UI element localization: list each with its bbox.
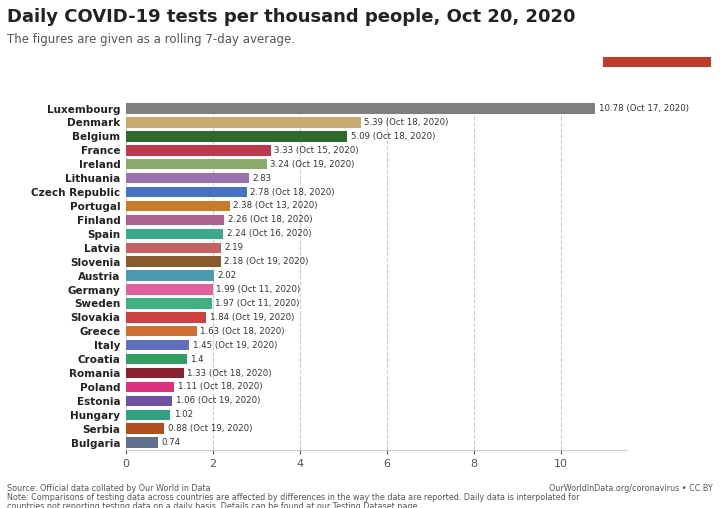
Bar [126, 103, 595, 114]
Text: 3.33 (Oct 15, 2020): 3.33 (Oct 15, 2020) [274, 146, 359, 155]
Bar [126, 173, 249, 183]
Bar [126, 187, 247, 197]
Text: 2.38 (Oct 13, 2020): 2.38 (Oct 13, 2020) [233, 202, 318, 210]
Text: 10.78 (Oct 17, 2020): 10.78 (Oct 17, 2020) [598, 104, 688, 113]
Bar [126, 354, 187, 364]
Text: in Data: in Data [636, 36, 679, 46]
Bar [126, 312, 206, 323]
Text: 1.4: 1.4 [190, 355, 204, 364]
Bar [126, 424, 164, 434]
Text: 1.06 (Oct 19, 2020): 1.06 (Oct 19, 2020) [176, 396, 260, 405]
Bar [126, 284, 212, 295]
Text: 2.18 (Oct 19, 2020): 2.18 (Oct 19, 2020) [225, 257, 309, 266]
Text: 3.24 (Oct 19, 2020): 3.24 (Oct 19, 2020) [271, 160, 355, 169]
Text: The figures are given as a rolling 7-day average.: The figures are given as a rolling 7-day… [7, 33, 295, 46]
Bar [126, 242, 221, 253]
Bar [126, 201, 230, 211]
Bar [126, 340, 189, 351]
Text: 0.88 (Oct 19, 2020): 0.88 (Oct 19, 2020) [168, 424, 252, 433]
Text: 5.39 (Oct 18, 2020): 5.39 (Oct 18, 2020) [364, 118, 449, 127]
Bar [126, 117, 361, 128]
Bar [126, 326, 197, 336]
Text: 5.09 (Oct 18, 2020): 5.09 (Oct 18, 2020) [351, 132, 436, 141]
Bar [126, 298, 212, 309]
Text: 2.83: 2.83 [253, 174, 271, 183]
Text: 2.78 (Oct 18, 2020): 2.78 (Oct 18, 2020) [251, 187, 335, 197]
Text: Note: Comparisons of testing data across countries are affected by differences i: Note: Comparisons of testing data across… [7, 493, 580, 502]
Bar [126, 437, 158, 448]
Bar [126, 257, 221, 267]
Text: 1.33 (Oct 18, 2020): 1.33 (Oct 18, 2020) [187, 368, 272, 377]
Text: 1.11 (Oct 18, 2020): 1.11 (Oct 18, 2020) [178, 383, 262, 392]
Text: countries not reporting testing data on a daily basis. Details can be found at o: countries not reporting testing data on … [7, 502, 420, 508]
Text: 1.97 (Oct 11, 2020): 1.97 (Oct 11, 2020) [215, 299, 300, 308]
Bar [603, 56, 711, 67]
Bar [126, 409, 171, 420]
Text: 1.02: 1.02 [174, 410, 193, 419]
Text: Source: Official data collated by Our World in Data: Source: Official data collated by Our Wo… [7, 484, 211, 493]
Text: 2.24 (Oct 16, 2020): 2.24 (Oct 16, 2020) [227, 229, 312, 238]
Text: OurWorldInData.org/coronavirus • CC BY: OurWorldInData.org/coronavirus • CC BY [549, 484, 713, 493]
Bar [126, 229, 223, 239]
Bar [126, 145, 271, 155]
Text: 2.19: 2.19 [225, 243, 244, 252]
Bar [126, 368, 184, 378]
Bar [126, 270, 214, 281]
Bar [126, 131, 348, 142]
Text: Daily COVID-19 tests per thousand people, Oct 20, 2020: Daily COVID-19 tests per thousand people… [7, 8, 576, 25]
Bar [126, 396, 172, 406]
Bar [126, 215, 225, 225]
Text: 2.02: 2.02 [217, 271, 236, 280]
Text: 1.45 (Oct 19, 2020): 1.45 (Oct 19, 2020) [192, 341, 277, 350]
Text: 1.63 (Oct 18, 2020): 1.63 (Oct 18, 2020) [200, 327, 285, 336]
Bar [126, 159, 267, 170]
Text: 2.26 (Oct 18, 2020): 2.26 (Oct 18, 2020) [228, 215, 312, 225]
Text: 1.84 (Oct 19, 2020): 1.84 (Oct 19, 2020) [210, 313, 294, 322]
Text: Our World: Our World [628, 20, 687, 30]
Text: 1.99 (Oct 11, 2020): 1.99 (Oct 11, 2020) [216, 285, 300, 294]
Text: 0.74: 0.74 [162, 438, 181, 447]
Bar [126, 382, 174, 392]
